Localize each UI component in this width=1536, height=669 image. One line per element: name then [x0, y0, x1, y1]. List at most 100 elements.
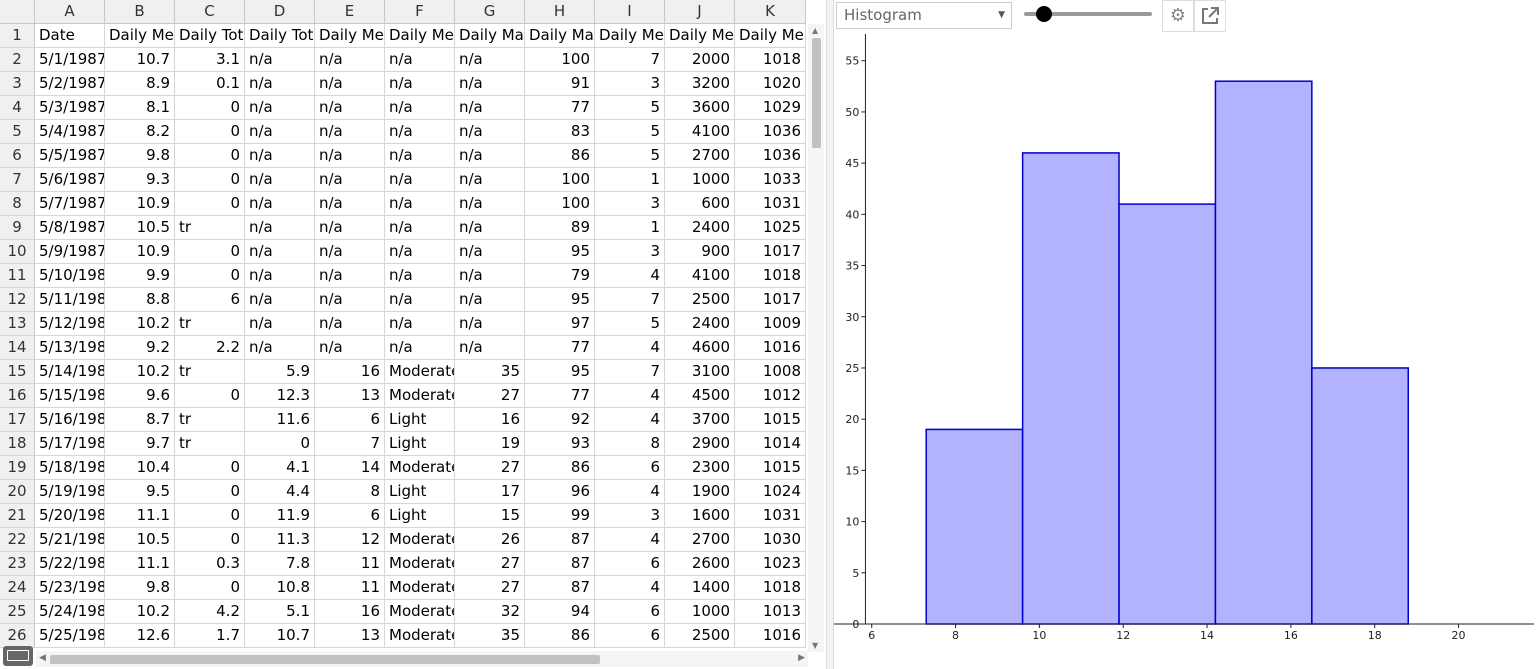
- table-cell[interactable]: 5/4/1987: [35, 120, 105, 144]
- table-cell[interactable]: 86: [525, 456, 595, 480]
- table-cell[interactable]: 1017: [735, 288, 806, 312]
- table-cell[interactable]: Daily Mea: [315, 24, 385, 48]
- table-cell[interactable]: 10.2: [105, 600, 175, 624]
- table-cell[interactable]: 4: [595, 336, 665, 360]
- table-cell[interactable]: 4.2: [175, 600, 245, 624]
- table-cell[interactable]: 10.4: [105, 456, 175, 480]
- column-header-C[interactable]: C: [175, 0, 245, 24]
- table-cell[interactable]: 0: [175, 96, 245, 120]
- table-cell[interactable]: 3100: [665, 360, 735, 384]
- table-cell[interactable]: 97: [525, 312, 595, 336]
- table-cell[interactable]: n/a: [315, 168, 385, 192]
- table-cell[interactable]: 9.6: [105, 384, 175, 408]
- column-header-K[interactable]: K: [735, 0, 806, 24]
- column-header-J[interactable]: J: [665, 0, 735, 24]
- table-cell[interactable]: 5/17/198: [35, 432, 105, 456]
- scroll-left-icon[interactable]: ◀: [39, 653, 46, 663]
- table-cell[interactable]: 2700: [665, 144, 735, 168]
- column-header-H[interactable]: H: [525, 0, 595, 24]
- table-cell[interactable]: 5/16/198: [35, 408, 105, 432]
- table-cell[interactable]: 5: [595, 120, 665, 144]
- row-header[interactable]: 12: [0, 288, 35, 312]
- table-cell[interactable]: 3: [595, 240, 665, 264]
- table-cell[interactable]: 1018: [735, 48, 806, 72]
- table-cell[interactable]: 1.7: [175, 624, 245, 648]
- row-header[interactable]: 25: [0, 600, 35, 624]
- table-cell[interactable]: 0: [175, 168, 245, 192]
- row-header[interactable]: 16: [0, 384, 35, 408]
- table-cell[interactable]: 600: [665, 192, 735, 216]
- row-header[interactable]: 1: [0, 24, 35, 48]
- table-cell[interactable]: 4500: [665, 384, 735, 408]
- table-cell[interactable]: Moderate: [385, 456, 455, 480]
- table-cell[interactable]: tr: [175, 432, 245, 456]
- table-cell[interactable]: 86: [525, 144, 595, 168]
- table-cell[interactable]: n/a: [455, 168, 525, 192]
- table-cell[interactable]: tr: [175, 216, 245, 240]
- table-cell[interactable]: 14: [315, 456, 385, 480]
- row-header[interactable]: 7: [0, 168, 35, 192]
- row-header[interactable]: 15: [0, 360, 35, 384]
- table-cell[interactable]: 4100: [665, 120, 735, 144]
- table-cell[interactable]: 4600: [665, 336, 735, 360]
- table-cell[interactable]: 2000: [665, 48, 735, 72]
- table-cell[interactable]: n/a: [315, 192, 385, 216]
- slider-knob[interactable]: [1036, 6, 1052, 22]
- table-cell[interactable]: Daily Mea: [385, 24, 455, 48]
- table-cell[interactable]: n/a: [455, 48, 525, 72]
- table-cell[interactable]: n/a: [385, 144, 455, 168]
- table-cell[interactable]: Daily Max: [525, 24, 595, 48]
- table-cell[interactable]: 11.3: [245, 528, 315, 552]
- table-cell[interactable]: 0: [175, 192, 245, 216]
- table-cell[interactable]: 5/6/1987: [35, 168, 105, 192]
- table-cell[interactable]: 9.5: [105, 480, 175, 504]
- column-header-A[interactable]: A: [35, 0, 105, 24]
- table-cell[interactable]: 0: [175, 264, 245, 288]
- table-cell[interactable]: 9.3: [105, 168, 175, 192]
- table-cell[interactable]: 4: [595, 576, 665, 600]
- table-cell[interactable]: Daily Mea: [665, 24, 735, 48]
- horizontal-scroll-thumb[interactable]: [50, 655, 600, 664]
- table-cell[interactable]: 17: [455, 480, 525, 504]
- table-cell[interactable]: 4.1: [245, 456, 315, 480]
- table-cell[interactable]: 6: [595, 600, 665, 624]
- column-header-E[interactable]: E: [315, 0, 385, 24]
- table-cell[interactable]: 1020: [735, 72, 806, 96]
- table-cell[interactable]: 0.1: [175, 72, 245, 96]
- row-header[interactable]: 21: [0, 504, 35, 528]
- table-cell[interactable]: 95: [525, 240, 595, 264]
- table-cell[interactable]: 3200: [665, 72, 735, 96]
- table-cell[interactable]: n/a: [315, 96, 385, 120]
- column-header-G[interactable]: G: [455, 0, 525, 24]
- table-cell[interactable]: Daily Max: [455, 24, 525, 48]
- table-cell[interactable]: 8.2: [105, 120, 175, 144]
- table-cell[interactable]: Moderate: [385, 360, 455, 384]
- row-header[interactable]: 24: [0, 576, 35, 600]
- table-cell[interactable]: 5/7/1987: [35, 192, 105, 216]
- scroll-right-icon[interactable]: ▶: [798, 653, 805, 663]
- table-cell[interactable]: 5/14/198: [35, 360, 105, 384]
- row-header[interactable]: 20: [0, 480, 35, 504]
- table-cell[interactable]: 3700: [665, 408, 735, 432]
- table-cell[interactable]: n/a: [455, 312, 525, 336]
- table-cell[interactable]: 10.5: [105, 528, 175, 552]
- table-cell[interactable]: 5/20/198: [35, 504, 105, 528]
- table-cell[interactable]: n/a: [245, 96, 315, 120]
- table-cell[interactable]: 2400: [665, 312, 735, 336]
- table-cell[interactable]: n/a: [455, 192, 525, 216]
- table-cell[interactable]: 93: [525, 432, 595, 456]
- table-cell[interactable]: 9.7: [105, 432, 175, 456]
- table-cell[interactable]: 0: [175, 504, 245, 528]
- table-cell[interactable]: 27: [455, 552, 525, 576]
- table-cell[interactable]: 6: [315, 408, 385, 432]
- table-cell[interactable]: 5/21/198: [35, 528, 105, 552]
- table-cell[interactable]: 83: [525, 120, 595, 144]
- table-cell[interactable]: Light: [385, 504, 455, 528]
- table-cell[interactable]: 1008: [735, 360, 806, 384]
- table-cell[interactable]: 2500: [665, 288, 735, 312]
- table-cell[interactable]: 1900: [665, 480, 735, 504]
- table-cell[interactable]: 86: [525, 624, 595, 648]
- table-cell[interactable]: n/a: [245, 48, 315, 72]
- table-cell[interactable]: 5: [595, 312, 665, 336]
- table-cell[interactable]: 95: [525, 360, 595, 384]
